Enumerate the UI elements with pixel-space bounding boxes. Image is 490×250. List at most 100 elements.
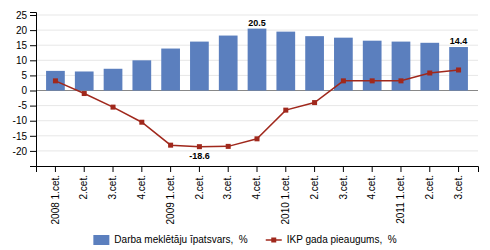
- tick: 20: [16, 25, 36, 36]
- tick-mark: [30, 91, 36, 92]
- grid: [36, 15, 478, 151]
- tick: 2.cet.: [78, 166, 89, 199]
- marker: [197, 144, 202, 149]
- x-axis: 2008 1.cet. 2.cet. 3.cet. 4.cet. 2009 1.cet.…: [37, 166, 479, 224]
- tick-mark: [30, 121, 36, 122]
- tick: 2009 1.cet.: [165, 166, 176, 224]
- tick-mark: [400, 166, 401, 172]
- tick: -10: [13, 115, 36, 126]
- legend-label: IKP gada pieaugums, %: [287, 234, 397, 245]
- tick-label: 2011 1.cet.: [395, 175, 406, 224]
- tick-label: -10: [13, 115, 28, 126]
- marker: [341, 78, 346, 83]
- tick: 3.cet.: [453, 166, 464, 199]
- tick-mark: [30, 75, 36, 76]
- legend-item: IKP gada pieaugums, %: [266, 234, 397, 245]
- tick-label: 2.cet.: [194, 175, 205, 199]
- tick: -15: [13, 131, 36, 142]
- chart: 20.514.4-18.6-20-15-10-505101520252008 1…: [0, 0, 490, 250]
- marker: [370, 78, 375, 83]
- tick: -5: [18, 100, 36, 111]
- tick-mark: [285, 166, 286, 172]
- tick-label: -15: [13, 131, 28, 142]
- tick-label: 4.cet.: [366, 175, 377, 199]
- grid-line: [36, 150, 478, 151]
- tick-label: 25: [16, 10, 28, 21]
- legend-item: Darba meklētāju īpatsvars, %: [93, 234, 247, 245]
- bar: [190, 42, 209, 91]
- tick-mark: [343, 166, 344, 172]
- axis-line: [37, 167, 479, 173]
- bar: [305, 36, 324, 90]
- tick: 2008 1.cet.: [50, 166, 61, 224]
- tick-label: 3.cet.: [453, 175, 464, 199]
- bar: [392, 42, 411, 91]
- tick-mark: [30, 30, 36, 31]
- annotations: 20.5 14.4 -18.6: [189, 18, 467, 161]
- bar: [219, 36, 238, 91]
- tick-mark: [314, 166, 315, 172]
- tick-label: 4.cet.: [136, 175, 147, 199]
- tick: 15: [16, 40, 36, 51]
- tick-label: 10: [16, 55, 28, 66]
- tick-label: 3.cet.: [107, 175, 118, 199]
- line: [55, 70, 458, 147]
- tick-label: 3.cet.: [338, 175, 349, 199]
- marker: [139, 120, 144, 125]
- tick-label: -5: [18, 100, 27, 111]
- tick-mark: [30, 15, 36, 16]
- tick-mark: [170, 166, 171, 172]
- bar: [104, 69, 123, 91]
- marker: [427, 70, 432, 75]
- marker: [456, 67, 461, 72]
- tick: -20: [13, 146, 36, 157]
- bar: [248, 29, 267, 91]
- bar: [363, 41, 382, 91]
- tick: 4.cet.: [366, 166, 377, 199]
- legend-marker: [271, 238, 276, 243]
- marker: [398, 78, 403, 83]
- tick-label: 4.cet.: [251, 175, 262, 199]
- tick-mark: [30, 106, 36, 107]
- marker: [168, 143, 173, 148]
- grid-line: [36, 135, 478, 136]
- tick-mark: [141, 166, 142, 172]
- tick: 4.cet.: [251, 166, 262, 199]
- bar: [161, 49, 180, 91]
- tick-mark: [257, 166, 258, 172]
- tick-label: 2.cet.: [78, 175, 89, 199]
- bar: [46, 71, 65, 91]
- tick-label: 15: [16, 40, 28, 51]
- tick: 3.cet.: [222, 166, 233, 199]
- bar: [75, 71, 94, 90]
- bar: [132, 60, 151, 90]
- marker: [111, 105, 116, 110]
- tick: 2.cet.: [194, 166, 205, 199]
- tick-label: 3.cet.: [222, 175, 233, 199]
- data-label: 14.4: [450, 36, 468, 46]
- tick-label: 2008 1.cet.: [50, 175, 61, 224]
- tick-label: 20: [16, 25, 28, 36]
- tick-label: -20: [13, 146, 28, 157]
- bar: [449, 47, 468, 90]
- tick: 3.cet.: [338, 166, 349, 199]
- tick-label: 2009 1.cet.: [165, 175, 176, 224]
- grid-line: [36, 15, 478, 16]
- axis-line: [30, 13, 37, 167]
- tick-mark: [228, 166, 229, 172]
- tick-label: 5: [21, 70, 27, 81]
- tick-mark: [30, 151, 36, 152]
- legend-label: Darba meklētāju īpatsvars, %: [114, 234, 247, 245]
- tick-mark: [84, 166, 85, 172]
- tick-mark: [199, 166, 200, 172]
- bar: [334, 38, 353, 91]
- tick-label: 2.cet.: [309, 175, 320, 199]
- tick-mark: [55, 166, 56, 172]
- tick-mark: [30, 60, 36, 61]
- line-series: [53, 67, 461, 149]
- data-label: -18.6: [189, 151, 210, 161]
- tick: 2011 1.cet.: [395, 166, 406, 224]
- tick-mark: [113, 166, 114, 172]
- marker: [82, 91, 87, 96]
- data-label: 20.5: [248, 18, 266, 28]
